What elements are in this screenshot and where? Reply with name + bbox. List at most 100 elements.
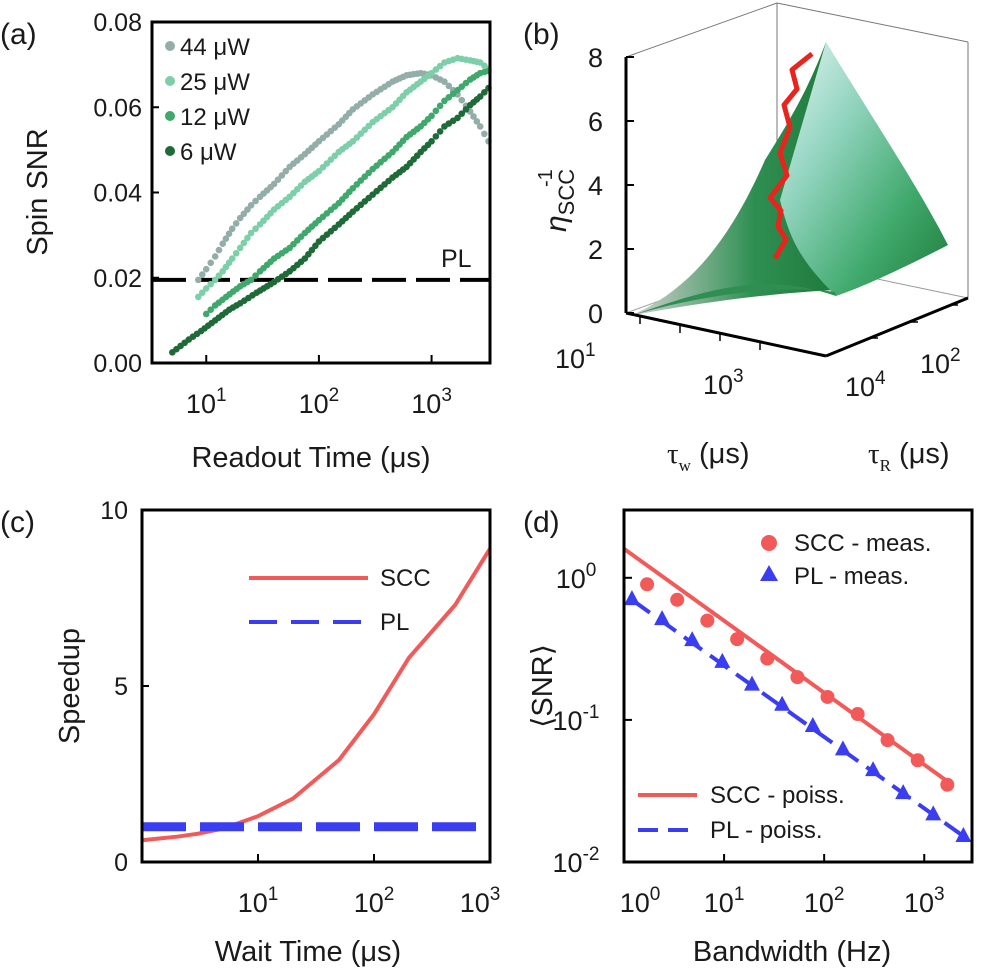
- panel-a-point: [215, 272, 223, 279]
- panel-d-x-tick-label: 101: [704, 884, 745, 918]
- panel-a-point: [207, 280, 215, 288]
- panel-d-pl-meas-point: [774, 695, 791, 711]
- panel-d-pl-meas-point: [654, 610, 671, 626]
- panel-a-y-tick-label: 0.04: [93, 180, 142, 208]
- panel-b-box-top-right: [776, 2, 969, 43]
- panel-a-point: [215, 246, 223, 254]
- panel-a-series-3: [169, 84, 492, 356]
- panel-a-point: [240, 239, 248, 247]
- panel-a-y-tick-label: 0.08: [93, 9, 142, 37]
- panel-b-x-tick-2: 103: [703, 366, 744, 400]
- panel-a-point: [236, 244, 244, 252]
- panel-d-x-ticks: 100 101 102 103: [620, 854, 945, 918]
- panel-a-point: [458, 96, 466, 104]
- panel-b-label: (b): [523, 18, 560, 51]
- panel-d-y-ticks: 10-2 10-1 100: [553, 560, 632, 878]
- panel-b-box-top-left: [625, 2, 778, 58]
- panel-a-point: [481, 89, 488, 96]
- panel-d-scc-meas-point: [790, 670, 805, 685]
- panel-a-point: [247, 276, 255, 284]
- panel-d-legend-pl-meas-label: PL - meas.: [794, 563, 909, 590]
- panel-a-y-tick-label: 0.02: [93, 265, 142, 293]
- panel-d-scc-meas-point: [700, 613, 715, 628]
- panel-d-legend-top: SCC - meas. PL - meas.: [760, 530, 931, 590]
- panel-a-point: [207, 259, 215, 267]
- panel-a-point: [225, 230, 233, 238]
- panel-d-legend-scc-meas-label: SCC - meas.: [794, 530, 931, 557]
- panel-c-x-tick-label: 101: [238, 884, 279, 918]
- panel-d-scc-meas-point: [880, 733, 895, 748]
- panel-a-point: [428, 112, 435, 120]
- panel-d-y-tick-label: 100: [556, 560, 597, 594]
- panel-d-pl-meas-point: [743, 675, 760, 691]
- panel-d-legend-pl-poiss-label: PL - poiss.: [710, 817, 823, 844]
- panel-a-point: [432, 107, 440, 115]
- panel-a-point: [207, 306, 215, 314]
- panel-b-y-label: τR (μs): [868, 438, 950, 475]
- panel-a-point: [476, 123, 484, 130]
- panel-d-x-label: Bandwidth (Hz): [693, 936, 891, 968]
- panel-a-point: [244, 234, 251, 242]
- panel-a-legend-marker: [165, 41, 175, 51]
- panel-d-scc-meas-point: [760, 651, 775, 666]
- panel-a-point: [211, 276, 219, 284]
- panel-c-x-tick-label: 102: [354, 884, 395, 918]
- panel-b-x-tick-1: 101: [555, 340, 596, 374]
- panel-a-series-2: [202, 67, 492, 318]
- panel-b-y-tick-2: 104: [845, 368, 886, 402]
- panel-d-scc-meas-point: [940, 777, 955, 792]
- panel-b-z-label-superscript: -1: [535, 169, 557, 187]
- panel-a-point: [202, 310, 210, 318]
- panel-c-y-tick-label: 0: [114, 849, 128, 877]
- panel-a-legend-label: 44 μW: [180, 34, 250, 61]
- panel-a-point: [445, 82, 453, 90]
- panel-d-frame: [622, 508, 974, 864]
- panel-d-scc-meas-point: [730, 632, 745, 647]
- panel-c-y-tick-label: 10: [100, 497, 128, 525]
- panel-b: (b) 0 2 4 6 8: [523, 2, 969, 475]
- panel-a-point: [454, 114, 461, 122]
- panel-a-point: [449, 90, 457, 98]
- panel-d-pl-meas-point: [714, 652, 731, 668]
- panel-a-x-label: Readout Time (μs): [191, 442, 430, 474]
- panel-a-point: [198, 271, 206, 278]
- panel-d-legend-scc-meas-marker: [761, 535, 777, 551]
- panel-a-point: [481, 130, 488, 138]
- panel-a-y-label: Spin SNR: [22, 128, 54, 255]
- panel-d-scc-meas-point: [910, 753, 925, 768]
- panel-a-point: [458, 110, 466, 117]
- panel-d-pl-meas-point: [684, 631, 701, 647]
- panel-a-point: [252, 197, 259, 205]
- panel-a-legend-marker: [165, 111, 175, 121]
- panel-a-legend-label: 25 μW: [180, 69, 250, 96]
- panel-a-x-tick-label: 102: [299, 385, 340, 419]
- panel-c-label: (c): [0, 506, 35, 539]
- panel-a-y-ticks: 0.00 0.02 0.04 0.06 0.08: [93, 9, 159, 378]
- panel-a-point: [441, 78, 448, 85]
- panel-c-y-label: Speedup: [54, 628, 86, 744]
- panel-a-point: [270, 180, 278, 188]
- panel-c: (c) 0 5 10 101 102 103 Wait Time (μs) Speedu…: [0, 497, 500, 968]
- panel-b-surface-right: [780, 42, 948, 296]
- panel-a-point: [232, 249, 240, 257]
- panel-c-y-ticks: 0 5 10: [100, 497, 149, 877]
- panel-a-point: [247, 229, 255, 237]
- panel-a-point: [428, 138, 435, 145]
- panel-d-x-tick-label: 102: [804, 884, 845, 918]
- panel-a-point: [473, 118, 481, 125]
- panel-d-scc-meas-point: [640, 577, 655, 592]
- panel-d-pl-meas-point: [895, 784, 912, 800]
- panel-b-x-tick-marks: [639, 304, 958, 350]
- panel-a-point: [219, 240, 227, 247]
- panel-b-z-tick-label: 2: [588, 235, 603, 265]
- panel-b-ridge-line: [767, 51, 814, 260]
- panel-a-point: [228, 225, 236, 233]
- panel-d-legend-bottom: SCC - poiss. PL - poiss.: [638, 782, 845, 844]
- panel-d-y-label: ⟨SNR⟩: [527, 644, 559, 728]
- panel-a-point: [445, 94, 453, 101]
- panel-a-point: [202, 285, 210, 292]
- panel-a-x-ticks: 101 102 103: [186, 355, 452, 419]
- panel-a-series-1: [194, 54, 492, 301]
- panel-d-y-tick-label: 10-2: [553, 844, 600, 878]
- panel-c-plot-area: [141, 547, 492, 843]
